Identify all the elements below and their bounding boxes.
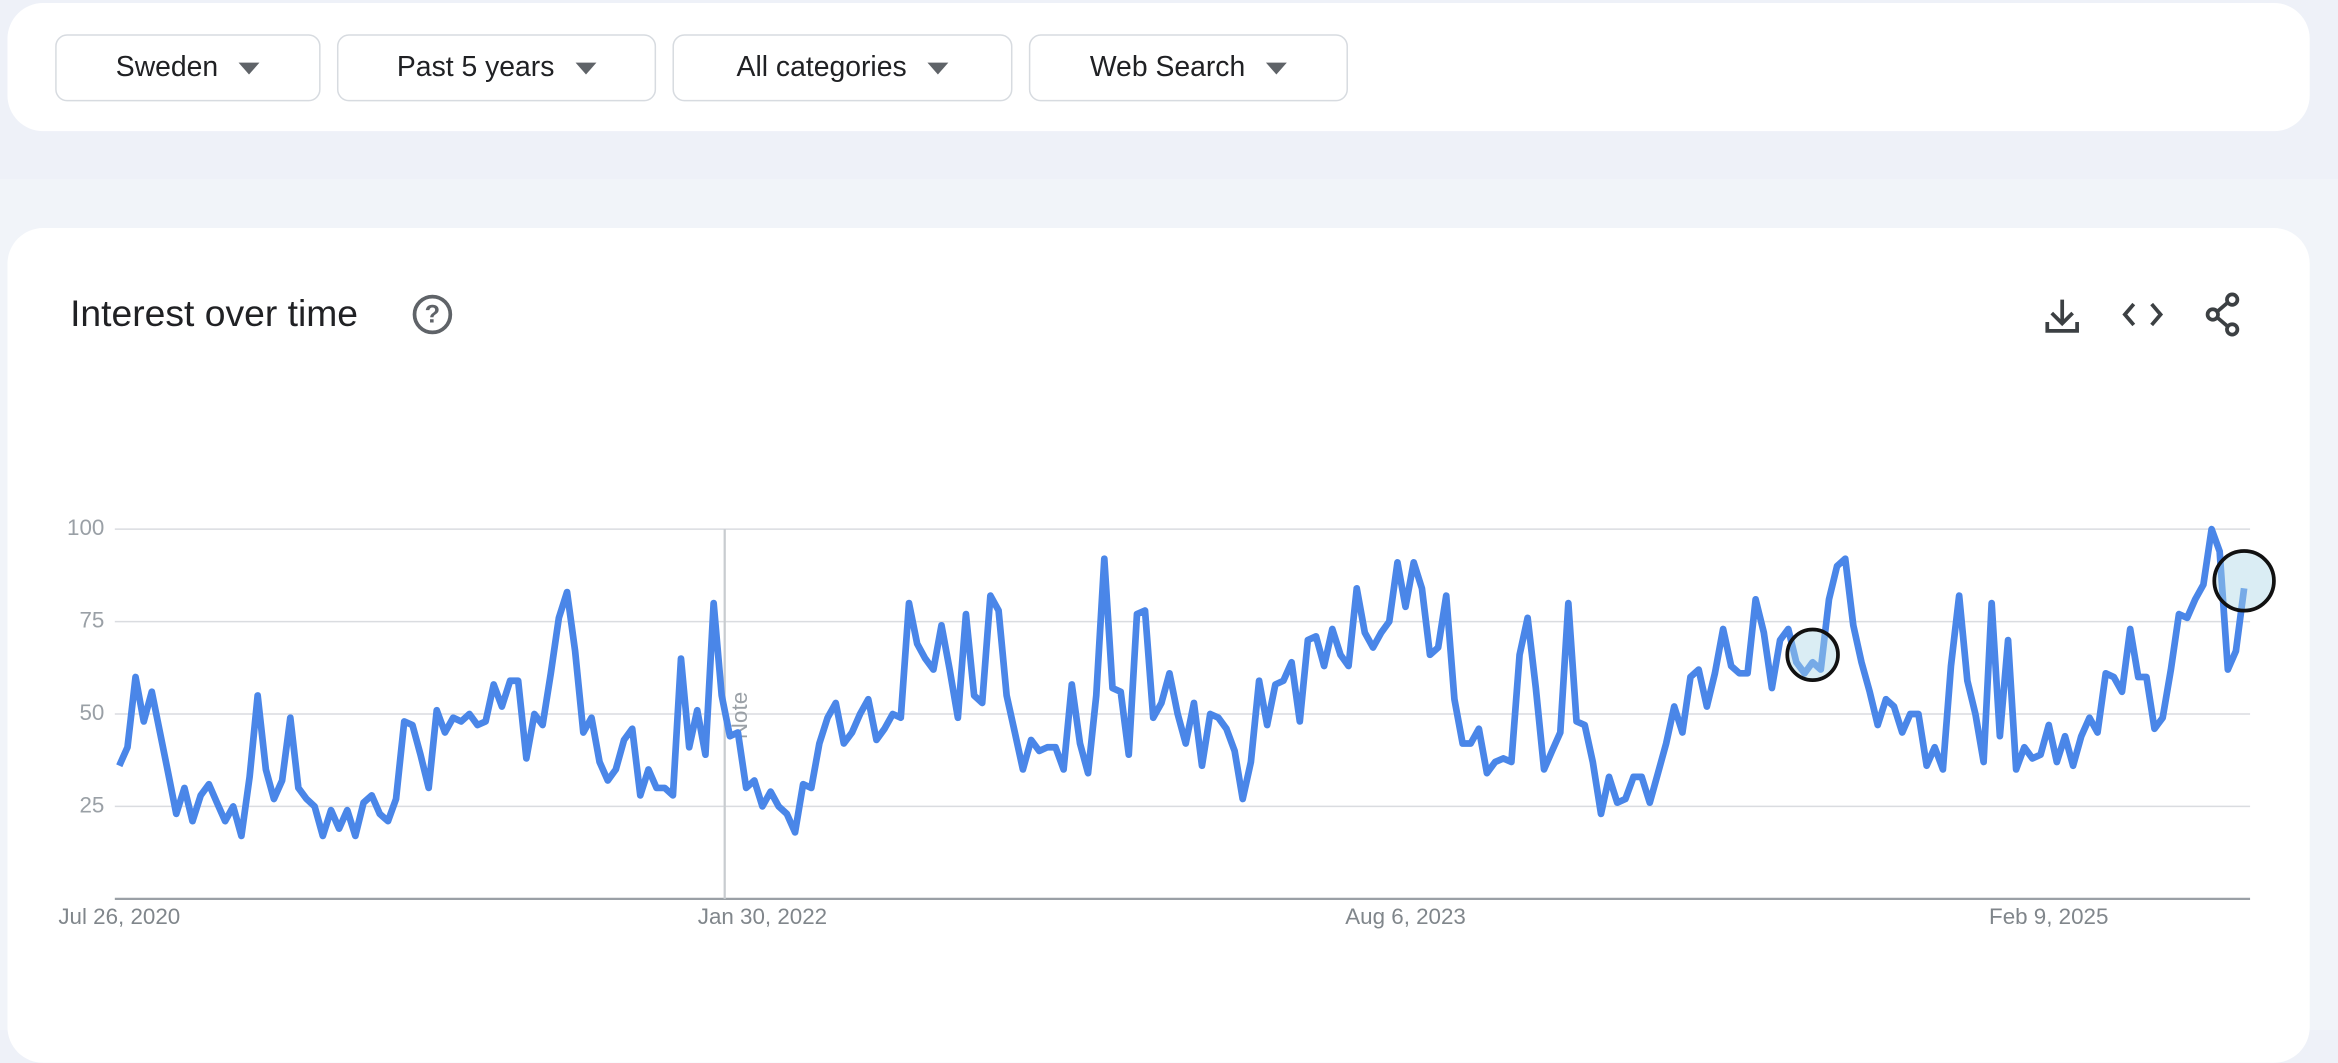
y-tick-label: 50: [79, 700, 104, 725]
y-tick-label: 25: [79, 792, 104, 817]
x-tick-label: Jul 26, 2020: [58, 904, 180, 929]
filter-label: All categories: [736, 51, 907, 83]
share-node: [2205, 307, 2220, 322]
chart-title: Interest over time: [70, 292, 358, 334]
caret: [575, 61, 597, 74]
embed-glyph: [2122, 302, 2164, 327]
download-glyph: [2045, 299, 2079, 333]
share-links: [2216, 301, 2229, 328]
filter-label: Past 5 years: [396, 51, 555, 83]
category-filter[interactable]: All categories: [672, 34, 1013, 102]
time-filter[interactable]: Past 5 years: [336, 34, 657, 102]
help-icon[interactable]: ?: [412, 294, 453, 335]
caret: [1266, 61, 1287, 74]
share-node: [2225, 292, 2240, 307]
highlight-circle: [1785, 627, 1840, 682]
y-tick-label: 75: [79, 607, 104, 632]
help-glyph: ?: [425, 301, 440, 329]
x-tick-label: Feb 9, 2025: [1989, 904, 2108, 929]
trend-line: [116, 525, 2248, 840]
x-tick-label: Jan 30, 2022: [698, 904, 827, 929]
stage: Sweden Past 5 years All categories Web S…: [7, 2, 2310, 1063]
y-tick-label: 100: [67, 515, 104, 540]
caret: [927, 61, 949, 74]
filter-label: Web Search: [1089, 51, 1246, 83]
filter-bar: Sweden Past 5 years All categories Web S…: [7, 2, 2310, 132]
download-icon[interactable]: [2045, 299, 2079, 333]
share-node: [2225, 322, 2240, 337]
search-type-filter[interactable]: Web Search: [1028, 34, 1348, 102]
x-tick-label: Aug 6, 2023: [1345, 904, 1466, 929]
highlight-circle: [2212, 549, 2276, 613]
filter-label: Sweden: [115, 51, 219, 83]
chart-card: [7, 228, 2310, 1063]
region-filter[interactable]: Sweden: [55, 34, 321, 102]
help-circle: [412, 294, 453, 335]
share-icon[interactable]: [2205, 292, 2240, 337]
page: {"filters": ["Sweden", "Past 5 years", "…: [7, 2, 2310, 1063]
caret: [239, 61, 260, 74]
embed-icon[interactable]: [2122, 302, 2164, 327]
